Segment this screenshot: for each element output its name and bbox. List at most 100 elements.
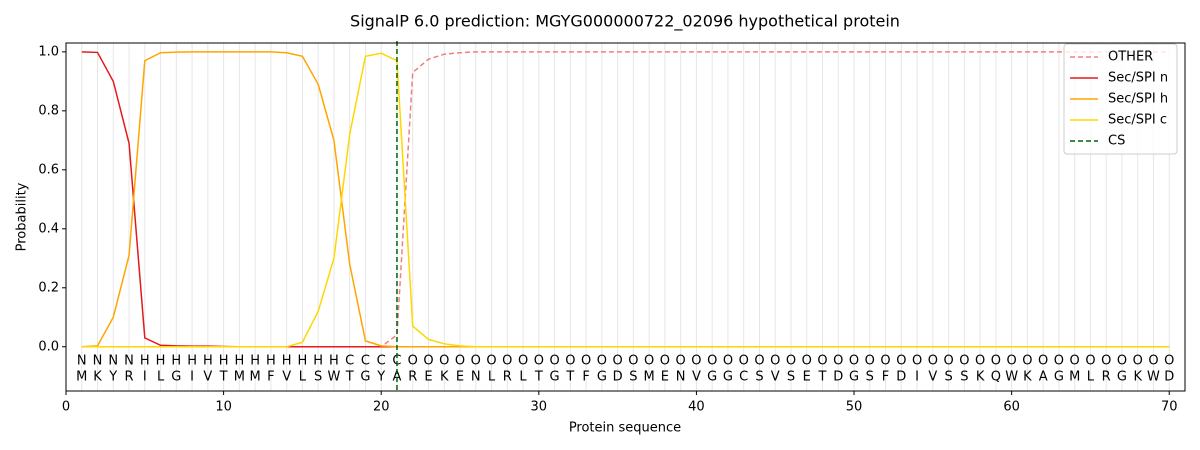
residue-label: S: [944, 370, 952, 385]
residue-label: I: [143, 370, 147, 385]
region-label: O: [628, 354, 638, 369]
region-label: O: [660, 354, 670, 369]
residue-label: K: [1023, 370, 1032, 385]
y-axis-label: Probability: [15, 182, 30, 251]
region-label: O: [991, 354, 1001, 369]
residue-label: T: [818, 370, 827, 385]
residue-label: I: [915, 370, 919, 385]
residue-label: W: [327, 370, 340, 385]
region-label: H: [156, 354, 166, 369]
residue-label: E: [661, 370, 669, 385]
residue-label: K: [976, 370, 985, 385]
region-label: C: [377, 354, 386, 369]
region-label: O: [817, 354, 827, 369]
region-label: O: [613, 354, 623, 369]
region-label: H: [219, 354, 229, 369]
region-label: O: [770, 354, 780, 369]
region-label: O: [1133, 354, 1143, 369]
residue-label: W: [1005, 370, 1018, 385]
region-label: O: [518, 354, 528, 369]
residue-label: V: [692, 370, 701, 385]
x-axis-label: Protein sequence: [569, 421, 681, 436]
residue-label: F: [267, 370, 274, 385]
region-label: O: [423, 354, 433, 369]
residue-label: R: [125, 370, 134, 385]
region-label: O: [959, 354, 969, 369]
residue-label: G: [550, 370, 560, 385]
region-label: O: [1164, 354, 1174, 369]
region-label: O: [549, 354, 559, 369]
residue-label: S: [755, 370, 763, 385]
residue-label: V: [282, 370, 291, 385]
x-tick-label: 30: [531, 400, 548, 415]
residue-label: K: [1133, 370, 1142, 385]
residue-label: G: [1117, 370, 1127, 385]
residue-label: T: [534, 370, 543, 385]
residue-label: E: [424, 370, 432, 385]
residue-label: S: [314, 370, 322, 385]
region-label: O: [928, 354, 938, 369]
legend-label: CS: [1108, 134, 1125, 149]
region-label: O: [865, 354, 875, 369]
residue-label: R: [1102, 370, 1111, 385]
region-label: O: [943, 354, 953, 369]
residue-label: E: [803, 370, 811, 385]
residue-label: T: [219, 370, 228, 385]
residue-label: A: [1039, 370, 1048, 385]
residue-label: G: [849, 370, 859, 385]
residue-label: G: [1054, 370, 1064, 385]
region-label: H: [140, 354, 150, 369]
y-tick-label: 0.6: [38, 162, 59, 177]
residue-label: F: [582, 370, 589, 385]
region-label: O: [408, 354, 418, 369]
x-tick-label: 20: [373, 400, 390, 415]
residue-label: N: [471, 370, 481, 385]
region-label: N: [108, 354, 118, 369]
series-line: [81, 51, 1170, 348]
region-label: O: [1101, 354, 1111, 369]
region-label: O: [707, 354, 717, 369]
y-tick-label: 0.8: [38, 103, 59, 118]
region-label: O: [565, 354, 575, 369]
region-label: O: [676, 354, 686, 369]
residue-label: E: [456, 370, 464, 385]
series-line: [81, 51, 1170, 348]
series-line: [81, 52, 1170, 348]
region-label: O: [455, 354, 465, 369]
region-label: O: [471, 354, 481, 369]
residue-label: G: [171, 370, 181, 385]
y-tick-label: 0.0: [38, 339, 59, 354]
residue-label: M: [76, 370, 87, 385]
region-label: N: [77, 354, 87, 369]
region-label: O: [802, 354, 812, 369]
legend-label: Sec/SPI c: [1108, 113, 1167, 128]
region-label: O: [1117, 354, 1127, 369]
residue-label: G: [707, 370, 717, 385]
region-label: O: [1054, 354, 1064, 369]
residue-label: L: [299, 370, 307, 385]
region-label: H: [266, 354, 276, 369]
residue-label: G: [597, 370, 607, 385]
residue-label: I: [190, 370, 194, 385]
region-label: O: [1085, 354, 1095, 369]
legend-box: [1063, 43, 1178, 155]
residue-label: S: [629, 370, 637, 385]
plot-frame: [65, 42, 1186, 392]
region-label: O: [754, 354, 764, 369]
residue-label: M: [644, 370, 655, 385]
series-line: [81, 51, 1170, 348]
region-label: O: [786, 354, 796, 369]
residue-label: D: [613, 370, 623, 385]
residue-label: V: [203, 370, 212, 385]
residue-label: M: [1069, 370, 1080, 385]
residue-label: G: [360, 370, 370, 385]
region-label: H: [313, 354, 323, 369]
region-label: O: [896, 354, 906, 369]
residue-label: D: [833, 370, 843, 385]
residue-label: D: [1164, 370, 1174, 385]
x-tick-label: 40: [688, 400, 705, 415]
region-label: O: [1148, 354, 1158, 369]
region-label: H: [171, 354, 181, 369]
region-label: O: [1038, 354, 1048, 369]
